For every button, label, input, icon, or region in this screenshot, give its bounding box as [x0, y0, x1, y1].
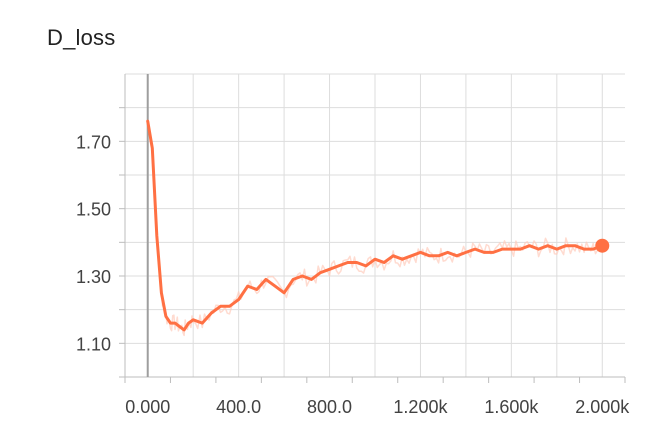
series-line [146, 119, 604, 332]
x-tick-label: 1.600k [484, 397, 539, 417]
series-layer [146, 119, 610, 337]
raw-series-line [146, 121, 601, 337]
y-tick-label: 1.70 [76, 132, 111, 152]
x-tick-label: 0.000 [125, 397, 170, 417]
x-tick-label: 800.0 [307, 397, 352, 417]
y-tick-label: 1.50 [76, 200, 111, 220]
grid-layer [125, 73, 625, 377]
series-endpoint-marker [595, 238, 610, 253]
x-tick-label: 1.200k [393, 397, 448, 417]
label-layer: 0.000 400.0 800.0 1.200k 1.600k 2.000k 1.10 1.3… [76, 132, 630, 417]
axis-layer [119, 74, 626, 383]
x-tick-label: 2.000k [575, 397, 630, 417]
y-tick-label: 1.30 [76, 267, 111, 287]
chart-title: D_loss [47, 25, 116, 50]
x-tick-label: 400.0 [216, 397, 261, 417]
y-tick-label: 1.10 [76, 334, 111, 354]
